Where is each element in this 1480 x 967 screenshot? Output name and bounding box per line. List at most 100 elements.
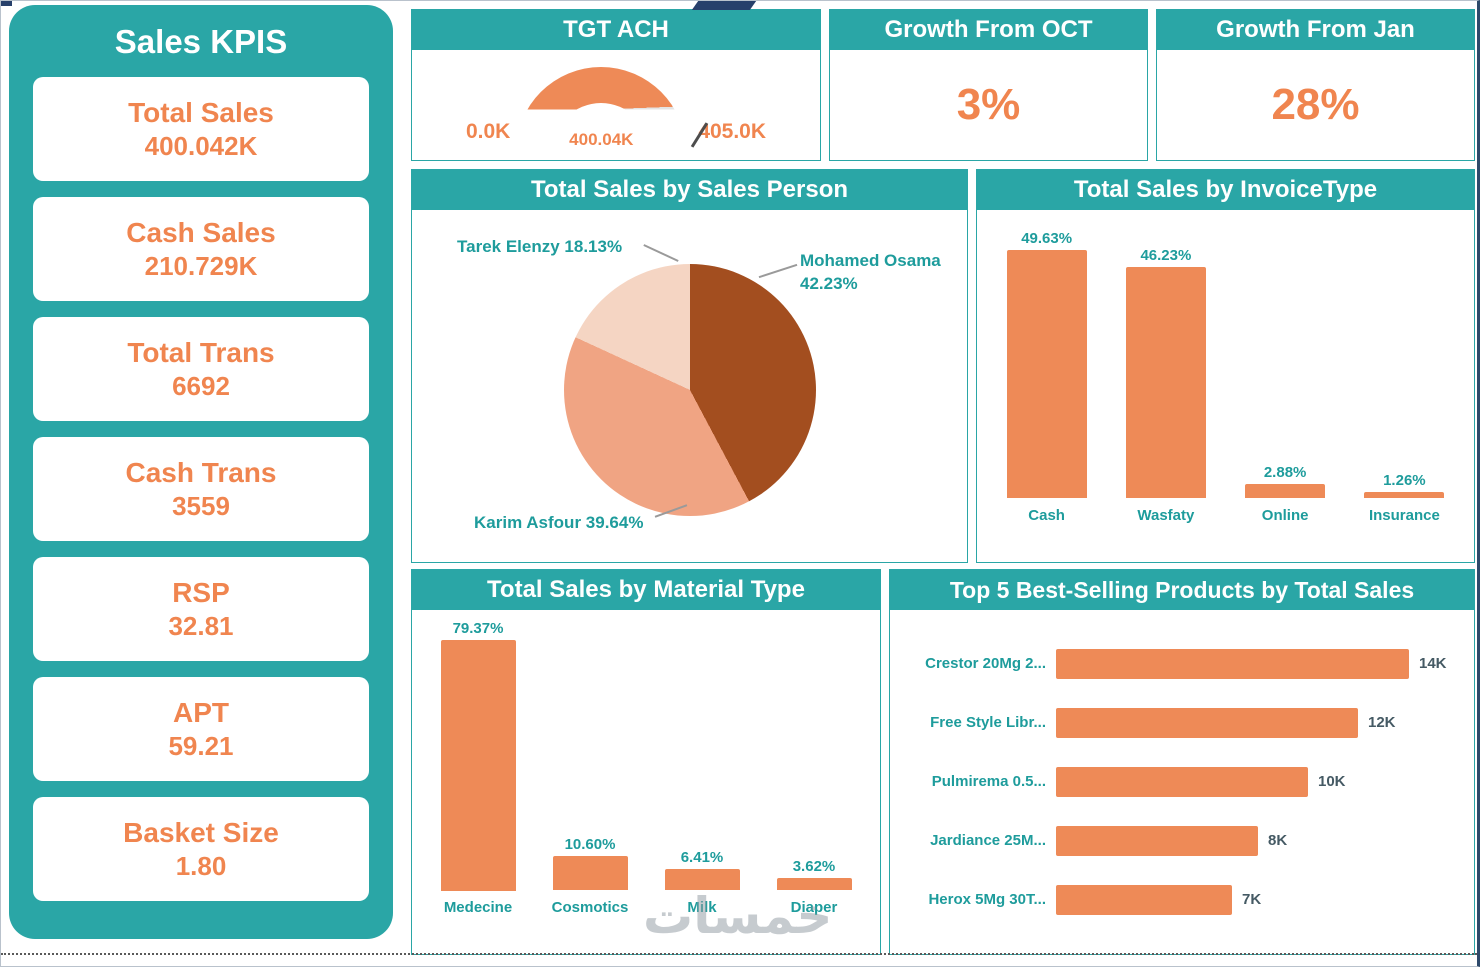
- sales-person-pie[interactable]: [564, 264, 816, 516]
- bar-column-online: 2.88% Online: [1226, 220, 1345, 524]
- bar-column-medecine: 79.37% Medecine: [422, 620, 534, 916]
- sales-by-material-panel: Total Sales by Material Type 79.37% Mede…: [411, 569, 881, 955]
- bar-value-label: 10.60%: [564, 836, 616, 853]
- bar-jardiance[interactable]: [1056, 825, 1258, 856]
- bar-category-label: Insurance: [1368, 507, 1440, 524]
- bar-value-label: 1.26%: [1383, 472, 1426, 489]
- bar-crestor[interactable]: [1056, 648, 1409, 679]
- gauge-value: 400.04K: [569, 130, 634, 149]
- bar-category-label: Online: [1261, 507, 1309, 524]
- bar-value-label: 79.37%: [452, 620, 504, 637]
- bar-medecine[interactable]: [440, 640, 516, 891]
- bar-diaper[interactable]: [776, 878, 852, 890]
- growth-jan-value: 28%: [1271, 80, 1360, 129]
- bar-column-milk: 6.41% Milk: [646, 620, 758, 916]
- pie-label-tarek-elenzy: Tarek Elenzy 18.13%: [457, 236, 622, 259]
- growth-from-oct-card: Growth From OCT 3%: [829, 9, 1148, 161]
- pie-label-name: Karim Asfour: [474, 513, 582, 532]
- top5-chart-title: Top 5 Best-Selling Products by Total Sal…: [890, 570, 1474, 610]
- bar-value-label: 10K: [1318, 773, 1346, 790]
- bar-freestyle[interactable]: [1056, 707, 1358, 738]
- bar-category-label: Diaper: [790, 899, 838, 916]
- kpi-value: 6692: [172, 371, 230, 402]
- pie-label-karim-asfour: Karim Asfour 39.64%: [474, 512, 643, 535]
- growth-from-jan-card: Growth From Jan 28%: [1156, 9, 1475, 161]
- bar-column-cosmotics: 10.60% Cosmotics: [534, 620, 646, 916]
- pie-leader-line: [758, 263, 798, 279]
- kpi-card-total-sales: Total Sales 400.042K: [33, 77, 369, 181]
- pie-label-name: Mohamed Osama: [800, 251, 941, 270]
- gauge: 400.04K: [516, 67, 709, 152]
- growth-jan-title: Growth From Jan: [1157, 10, 1474, 50]
- product-row-crestor: Crestor 20Mg 2... 14K: [904, 634, 1466, 693]
- kpi-value: 210.729K: [144, 251, 258, 282]
- growth-oct-value: 3%: [956, 80, 1021, 129]
- pie-label-pct: 18.13%: [564, 237, 623, 256]
- product-label: Pulmirema 0.5...: [931, 773, 1046, 790]
- pie-label-name: Tarek Elenzy: [457, 237, 560, 256]
- gauge-max-label: 405.0K: [698, 120, 767, 143]
- bar-category-label: Cash: [1028, 507, 1065, 524]
- kpi-value: 59.21: [168, 731, 234, 762]
- product-label: Herox 5Mg 30T...: [928, 891, 1046, 908]
- bar-category-label: Wasfaty: [1137, 507, 1195, 524]
- bar-column-wasfaty: 46.23% Wasfaty: [1106, 220, 1225, 524]
- pie-label-pct: 42.23%: [800, 273, 858, 293]
- pie-label-mohamed-osama: Mohamed Osama 42.23%: [800, 250, 941, 296]
- tgt-ach-panel: TGT ACH 0.0K 400.04K 405.0K: [411, 9, 821, 161]
- bar-category-label: Milk: [687, 899, 717, 916]
- kpi-label: RSP: [172, 577, 230, 609]
- growth-jan-body: 28%: [1157, 50, 1474, 160]
- kpi-sidebar: Sales KPIS Total Sales 400.042K Cash Sal…: [9, 5, 393, 939]
- kpi-card-apt: APT 59.21: [33, 677, 369, 781]
- bar-value-label: 12K: [1368, 714, 1396, 731]
- kpi-card-cash-trans: Cash Trans 3559: [33, 437, 369, 541]
- kpi-card-basket-size: Basket Size 1.80: [33, 797, 369, 901]
- product-label: Jardiance 25M...: [930, 832, 1046, 849]
- growth-oct-body: 3%: [830, 50, 1147, 160]
- product-row-freestyle: Free Style Libr... 12K: [904, 693, 1466, 752]
- top5-bar-chart: Crestor 20Mg 2... 14K Free Style Libr...…: [904, 634, 1466, 929]
- bar-herox[interactable]: [1056, 884, 1232, 915]
- kpi-value: 1.80: [175, 851, 227, 882]
- invoice-bar-chart: 49.63% Cash 46.23% Wasfaty 2.88% Online …: [987, 220, 1464, 524]
- bar-value-label: 2.88%: [1263, 464, 1307, 481]
- bar-value-label: 3.62%: [792, 858, 836, 875]
- product-row-herox: Herox 5Mg 30T... 7K: [904, 870, 1466, 929]
- material-chart-title: Total Sales by Material Type: [412, 570, 880, 610]
- kpi-card-total-trans: Total Trans 6692: [33, 317, 369, 421]
- bar-value-label: 7K: [1242, 891, 1262, 908]
- kpi-value: 32.81: [168, 611, 234, 642]
- kpi-value: 3559: [172, 491, 230, 522]
- product-label: Free Style Libr...: [930, 714, 1046, 731]
- sales-by-person-panel: Total Sales by Sales Person Tarek Elenzy…: [411, 169, 968, 563]
- product-row-jardiance: Jardiance 25M... 8K: [904, 811, 1466, 870]
- product-label: Crestor 20Mg 2...: [925, 655, 1046, 672]
- bottom-divider: [1, 953, 1477, 955]
- bar-value-label: 46.23%: [1140, 247, 1192, 264]
- kpi-label: APT: [173, 697, 229, 729]
- bar-column-insurance: 1.26% Insurance: [1345, 220, 1464, 524]
- gauge-body: 0.0K 400.04K 405.0K: [412, 50, 820, 160]
- bar-cosmotics[interactable]: [552, 856, 628, 890]
- kpi-label: Total Trans: [127, 337, 275, 369]
- kpi-card-cash-sales: Cash Sales 210.729K: [33, 197, 369, 301]
- top5-products-panel: Top 5 Best-Selling Products by Total Sal…: [889, 569, 1475, 955]
- pie-leader-line: [643, 244, 679, 262]
- top-decoration: [691, 1, 757, 10]
- kpi-label: Cash Trans: [125, 457, 277, 489]
- watermark: خمسات: [643, 887, 833, 945]
- bar-value-label: 49.63%: [1021, 230, 1073, 247]
- product-row-pulmirema: Pulmirema 0.5... 10K: [904, 752, 1466, 811]
- bar-wasfaty[interactable]: [1125, 267, 1206, 498]
- bar-value-label: 14K: [1419, 655, 1447, 672]
- bar-cash[interactable]: [1006, 250, 1087, 498]
- bar-insurance[interactable]: [1364, 492, 1445, 498]
- kpi-card-rsp: RSP 32.81: [33, 557, 369, 661]
- bar-online[interactable]: [1245, 484, 1326, 498]
- kpi-label: Basket Size: [123, 817, 279, 849]
- bar-milk[interactable]: [664, 869, 740, 890]
- bar-pulmirema[interactable]: [1056, 766, 1308, 797]
- bar-column-cash: 49.63% Cash: [987, 220, 1106, 524]
